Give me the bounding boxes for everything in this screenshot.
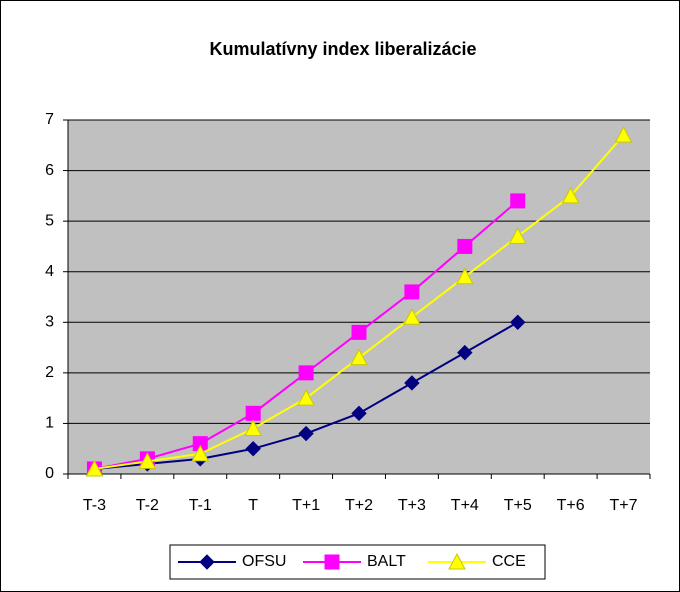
x-tick-label: T+4 bbox=[451, 497, 479, 514]
marker bbox=[199, 554, 215, 570]
marker bbox=[351, 405, 367, 422]
marker bbox=[324, 554, 340, 570]
x-tick-label: T+7 bbox=[610, 497, 638, 514]
y-tick-label: 7 bbox=[45, 111, 54, 128]
legend-label: OFSU bbox=[242, 553, 286, 570]
marker bbox=[298, 425, 314, 442]
marker bbox=[457, 238, 473, 254]
marker bbox=[448, 552, 466, 570]
marker bbox=[191, 444, 210, 462]
marker bbox=[297, 389, 315, 406]
marker bbox=[245, 405, 261, 421]
y-tick-label: 2 bbox=[45, 364, 54, 381]
marker bbox=[510, 314, 526, 330]
marker bbox=[298, 365, 314, 381]
x-tick-label: T-3 bbox=[83, 497, 106, 514]
legend-label: CCE bbox=[492, 553, 526, 570]
y-tick-label: 6 bbox=[45, 162, 54, 179]
x-tick-label: T bbox=[248, 497, 258, 514]
y-tick-label: 1 bbox=[45, 415, 54, 432]
x-tick-label: T-2 bbox=[136, 497, 159, 514]
y-tick-label: 0 bbox=[45, 465, 54, 482]
marker bbox=[138, 452, 157, 469]
marker bbox=[561, 186, 580, 204]
y-tick-label: 5 bbox=[45, 212, 54, 229]
marker bbox=[457, 344, 473, 361]
marker bbox=[510, 193, 526, 209]
marker bbox=[351, 324, 367, 340]
chart-title: Kumulatívny index liberalizácie bbox=[209, 39, 476, 59]
x-tick-label: T+6 bbox=[557, 497, 585, 514]
x-tick-label: T-1 bbox=[189, 497, 212, 514]
y-tick-label: 4 bbox=[45, 263, 54, 280]
y-tick-label: 3 bbox=[45, 314, 54, 331]
marker bbox=[245, 441, 261, 457]
marker bbox=[244, 419, 263, 436]
x-tick-label: T+5 bbox=[504, 497, 532, 514]
x-tick-label: T+3 bbox=[398, 497, 426, 514]
marker bbox=[404, 375, 420, 391]
marker bbox=[350, 348, 368, 366]
legend-label: BALT bbox=[367, 553, 406, 570]
x-tick-label: T+2 bbox=[345, 497, 373, 514]
marker bbox=[614, 126, 633, 143]
x-tick-label: T+1 bbox=[292, 497, 320, 514]
marker bbox=[403, 308, 421, 325]
marker bbox=[508, 227, 527, 244]
marker bbox=[455, 267, 474, 285]
marker bbox=[404, 284, 420, 300]
marker bbox=[85, 459, 104, 477]
